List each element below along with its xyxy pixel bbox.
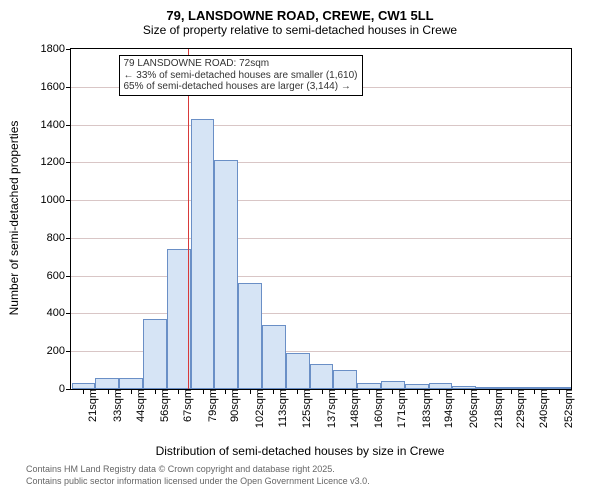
gridline-h [71, 238, 571, 239]
x-tick-label: 56sqm [155, 389, 171, 422]
annotation-line: 79 LANSDOWNE ROAD: 72sqm [124, 58, 358, 70]
gridline-h [71, 200, 571, 201]
x-axis-label: Distribution of semi-detached houses by … [156, 444, 445, 458]
x-tick-label: 183sqm [417, 389, 433, 428]
attribution-line-2: Contains public sector information licen… [26, 476, 370, 488]
y-tick-label: 1200 [41, 156, 71, 168]
histogram-bar [381, 381, 405, 390]
y-tick-label: 1600 [41, 81, 71, 93]
x-tick-label: 113sqm [273, 389, 289, 427]
histogram-bar [214, 160, 238, 389]
gridline-h [71, 162, 571, 163]
y-tick-label: 600 [47, 270, 71, 282]
x-tick-label: 137sqm [322, 389, 338, 428]
gridline-h [71, 313, 571, 314]
x-tick-label: 44sqm [131, 389, 147, 422]
property-size-marker [188, 49, 189, 389]
y-tick-label: 0 [59, 383, 71, 395]
y-tick-label: 1800 [41, 43, 71, 55]
histogram-bar [167, 249, 191, 389]
x-tick-label: 148sqm [345, 389, 361, 428]
x-tick-label: 160sqm [369, 389, 385, 428]
histogram-bar [333, 370, 357, 389]
y-axis-label: Number of semi-detached properties [7, 121, 21, 316]
histogram-bar [191, 119, 215, 389]
x-tick-label: 194sqm [439, 389, 455, 428]
x-tick-label: 79sqm [203, 389, 219, 422]
annotation-line: ← 33% of semi-detached houses are smalle… [124, 70, 358, 82]
x-tick-label: 218sqm [489, 389, 505, 428]
attribution-block: Contains HM Land Registry data © Crown c… [26, 464, 370, 487]
y-tick-label: 800 [47, 232, 71, 244]
x-tick-label: 102sqm [250, 389, 266, 428]
annotation-line: 65% of semi-detached houses are larger (… [124, 81, 358, 93]
histogram-bar [262, 325, 286, 389]
x-tick-label: 67sqm [178, 389, 194, 422]
histogram-bar [143, 319, 167, 389]
x-tick-label: 90sqm [225, 389, 241, 422]
x-tick-label: 229sqm [511, 389, 527, 428]
gridline-h [71, 125, 571, 126]
x-tick-label: 171sqm [392, 389, 408, 428]
chart-title-main: 79, LANSDOWNE ROAD, CREWE, CW1 5LL [0, 8, 600, 23]
chart-title-sub: Size of property relative to semi-detach… [0, 23, 600, 37]
histogram-bar [119, 378, 143, 389]
histogram-bar [238, 283, 262, 389]
x-tick-label: 206sqm [464, 389, 480, 428]
x-tick-label: 252sqm [559, 389, 575, 428]
attribution-line-1: Contains HM Land Registry data © Crown c… [26, 464, 370, 476]
y-tick-label: 200 [47, 345, 71, 357]
gridline-h [71, 276, 571, 277]
y-tick-label: 1000 [41, 194, 71, 206]
histogram-bar [95, 378, 119, 389]
histogram-bar [310, 364, 334, 389]
y-tick-label: 1400 [41, 119, 71, 131]
x-tick-label: 125sqm [297, 389, 313, 428]
y-tick-label: 400 [47, 307, 71, 319]
chart-title-block: 79, LANSDOWNE ROAD, CREWE, CW1 5LL Size … [0, 8, 600, 37]
x-tick-label: 21sqm [83, 389, 99, 422]
histogram-plot: 02004006008001000120014001600180021sqm33… [70, 48, 572, 390]
histogram-bar [286, 353, 310, 389]
x-tick-label: 240sqm [534, 389, 550, 428]
annotation-box: 79 LANSDOWNE ROAD: 72sqm← 33% of semi-de… [119, 55, 363, 96]
x-tick-label: 33sqm [108, 389, 124, 422]
